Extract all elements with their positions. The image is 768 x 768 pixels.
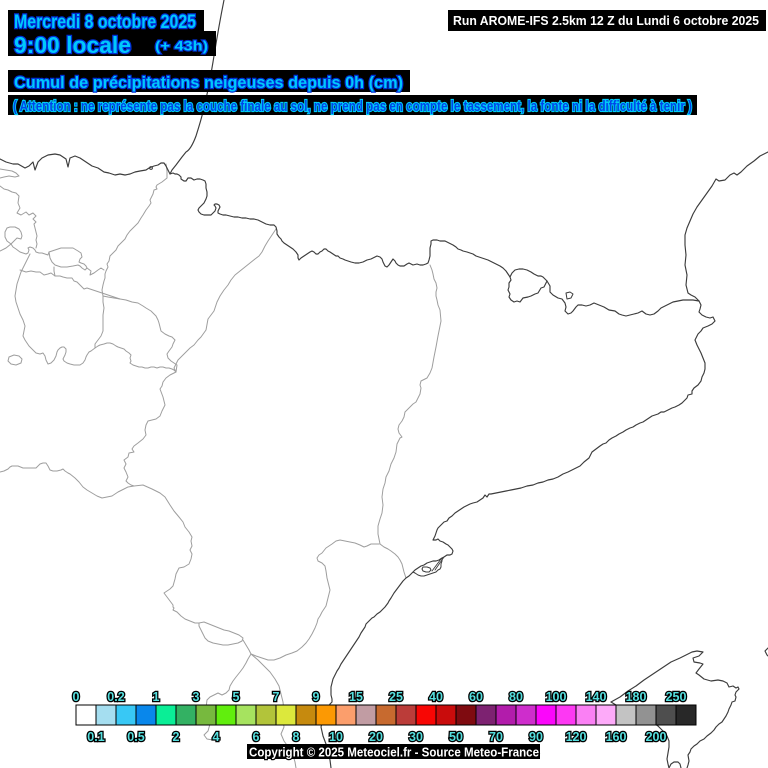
svg-text:40: 40 (429, 690, 443, 704)
svg-text:0.2: 0.2 (107, 690, 124, 704)
svg-text:2: 2 (173, 730, 180, 744)
svg-text:250: 250 (666, 690, 687, 704)
svg-text:15: 15 (349, 690, 363, 704)
svg-text:1: 1 (153, 690, 160, 704)
svg-text:20: 20 (369, 730, 383, 744)
svg-text:50: 50 (449, 730, 463, 744)
svg-text:25: 25 (389, 690, 403, 704)
svg-text:Mercredi 8 octobre 2025: Mercredi 8 octobre 2025 (14, 12, 196, 33)
svg-text:Cumul de précipitations neigeu: Cumul de précipitations neigeuses depuis… (14, 73, 403, 92)
svg-text:9:00 locale: 9:00 locale (14, 32, 131, 58)
svg-text:180: 180 (626, 690, 647, 704)
svg-text:200: 200 (646, 730, 667, 744)
svg-text:7: 7 (273, 690, 280, 704)
svg-text:6: 6 (253, 730, 260, 744)
svg-text:Run AROME-IFS 2.5km 12 Z du Lu: Run AROME-IFS 2.5km 12 Z du Lundi 6 octo… (453, 13, 759, 28)
svg-text:120: 120 (566, 730, 587, 744)
svg-text:0.5: 0.5 (127, 730, 144, 744)
svg-text:60: 60 (469, 690, 483, 704)
svg-text:4: 4 (213, 730, 220, 744)
svg-text:30: 30 (409, 730, 423, 744)
svg-text:( Attention : ne représente pa: ( Attention : ne représente pas la couch… (13, 99, 692, 115)
svg-text:140: 140 (586, 690, 607, 704)
svg-text:8: 8 (293, 730, 300, 744)
svg-text:0.1: 0.1 (87, 730, 104, 744)
svg-text:Copyright © 2025 Meteociel.fr: Copyright © 2025 Meteociel.fr - Source M… (249, 745, 539, 760)
svg-text:3: 3 (193, 690, 200, 704)
svg-text:9: 9 (313, 690, 320, 704)
svg-text:10: 10 (329, 730, 343, 744)
svg-text:100: 100 (546, 690, 567, 704)
svg-text:5: 5 (233, 690, 240, 704)
svg-text:90: 90 (529, 730, 543, 744)
svg-text:0: 0 (73, 690, 80, 704)
svg-text:160: 160 (606, 730, 627, 744)
svg-text:80: 80 (509, 690, 523, 704)
svg-text:(+ 43h): (+ 43h) (155, 38, 208, 54)
svg-text:70: 70 (489, 730, 503, 744)
